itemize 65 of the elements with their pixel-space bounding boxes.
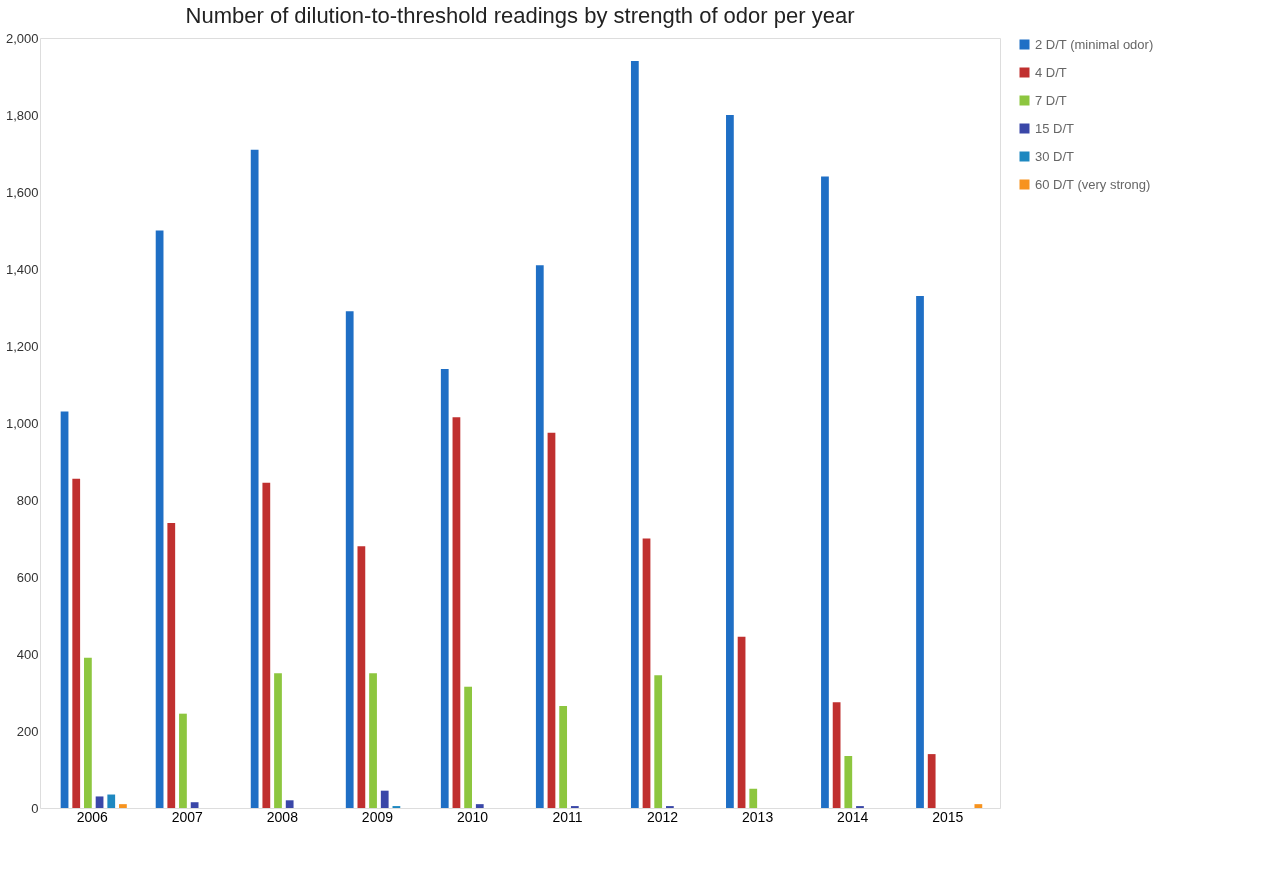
- bar: [274, 673, 282, 808]
- x-tick-label: 2015: [932, 808, 964, 825]
- y-tick-label: 1,000: [5, 415, 39, 431]
- bar: [84, 657, 92, 808]
- legend-label: 60 D/T (very strong): [1035, 176, 1151, 192]
- bar: [60, 411, 69, 808]
- y-tick-label: 800: [16, 492, 39, 508]
- bar: [262, 482, 271, 808]
- bar: [345, 311, 354, 808]
- legend-label: 15 D/T: [1035, 120, 1075, 136]
- bar: [190, 802, 199, 808]
- bar: [72, 478, 81, 808]
- legend-label: 4 D/T: [1035, 64, 1067, 80]
- chart-title: Number of dilution-to-threshold readings by strength of odor per year: [185, 3, 855, 28]
- bar: [95, 796, 104, 808]
- x-tick-label: 2012: [647, 808, 679, 825]
- y-tick-label: 400: [16, 646, 39, 662]
- x-tick-label: 2009: [361, 808, 394, 825]
- bar: [179, 713, 187, 808]
- bar: [369, 673, 377, 808]
- x-tick-label: 2011: [552, 808, 583, 825]
- x-tick-label: 2010: [456, 808, 489, 825]
- bar: [821, 176, 829, 808]
- bar: [749, 788, 758, 808]
- legend-label: 2 D/T (minimal odor): [1035, 36, 1154, 52]
- bar: [119, 804, 127, 808]
- x-tick-label: 2008: [266, 808, 299, 825]
- y-tick-label: 0: [31, 800, 39, 816]
- x-tick-label: 2014: [837, 808, 869, 825]
- y-tick-label: 1,800: [5, 107, 39, 123]
- bar: [285, 800, 294, 808]
- bar: [927, 754, 936, 808]
- y-tick-label: 1,200: [5, 338, 39, 354]
- x-tick-label: 2013: [742, 808, 774, 825]
- bar: [547, 432, 556, 808]
- y-tick-label: 1,400: [5, 261, 39, 277]
- bar: [832, 702, 841, 808]
- bar: [167, 523, 176, 808]
- x-tick-label: 2007: [171, 808, 204, 825]
- bar: [107, 794, 116, 808]
- bar: [654, 675, 663, 808]
- bar: [974, 804, 983, 808]
- bar: [630, 61, 639, 808]
- legend-label: 7 D/T: [1035, 92, 1067, 108]
- bar: [357, 546, 366, 808]
- bar: [464, 686, 472, 808]
- bar: [559, 705, 568, 808]
- bar: [737, 636, 746, 808]
- bar: [440, 369, 449, 808]
- bar: [726, 115, 734, 808]
- y-tick-label: 600: [16, 569, 39, 585]
- legend-label: 30 D/T: [1035, 148, 1075, 164]
- bar: [916, 295, 924, 808]
- bar: [380, 790, 389, 808]
- bar: [844, 756, 853, 808]
- bar: [250, 149, 259, 808]
- bar: [475, 804, 484, 808]
- x-tick-label: 2006: [76, 808, 109, 825]
- y-tick-label: 1,600: [5, 184, 39, 200]
- bar: [642, 538, 651, 808]
- y-tick-label: 200: [16, 723, 39, 739]
- bar: [155, 230, 164, 808]
- bar: [535, 265, 544, 808]
- y-tick-label: 2,000: [5, 30, 39, 46]
- bar: [452, 417, 461, 808]
